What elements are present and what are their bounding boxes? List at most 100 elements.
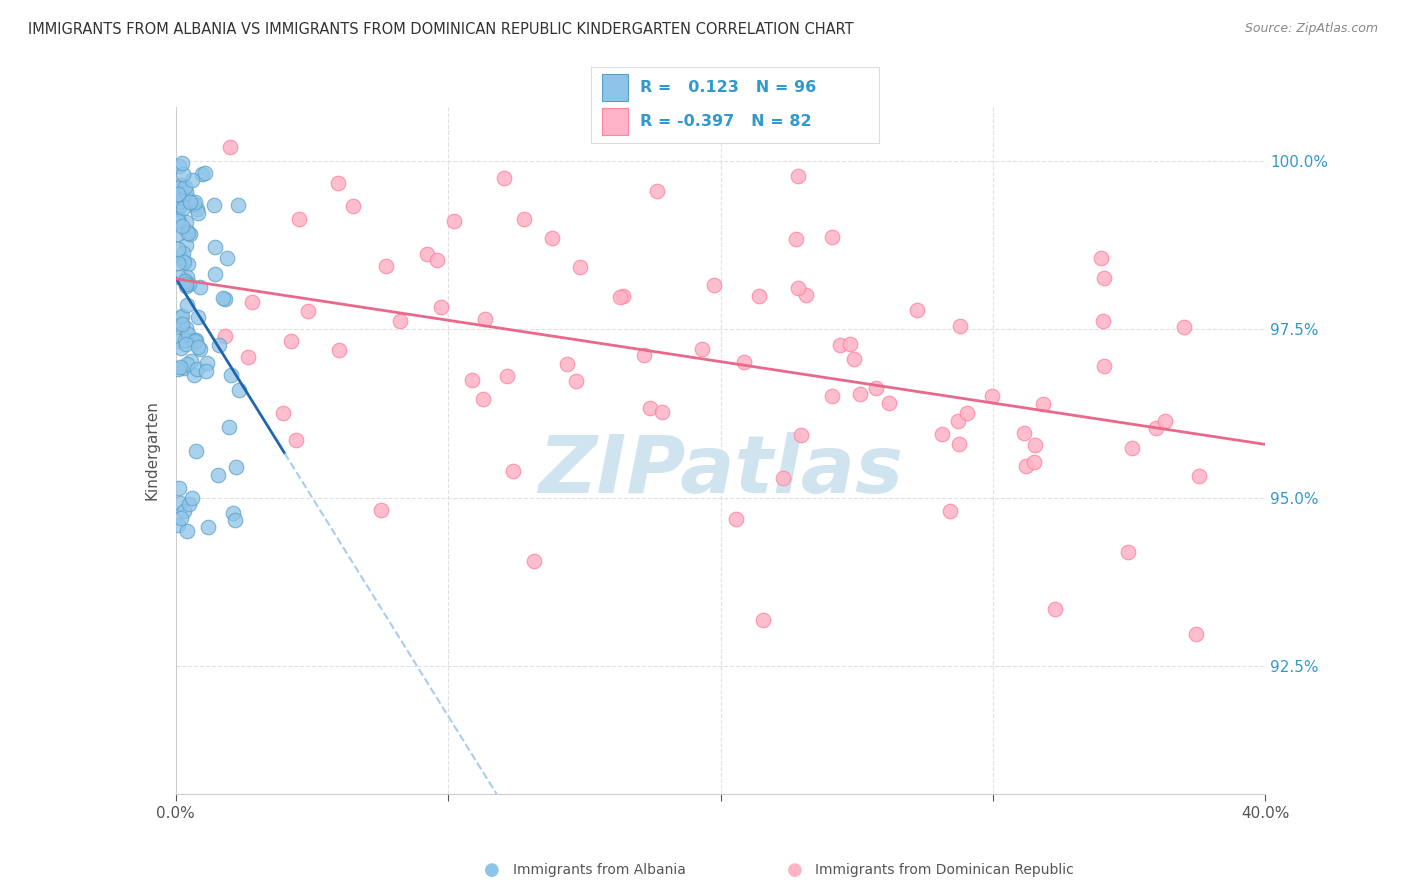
Point <box>170 319 193 334</box>
Point <box>280 334 302 348</box>
Point <box>523 554 546 568</box>
Text: Source: ZipAtlas.com: Source: ZipAtlas.com <box>1244 22 1378 36</box>
Point <box>1090 252 1112 266</box>
Point <box>609 290 631 304</box>
Text: ●: ● <box>786 861 803 879</box>
Point <box>1185 626 1208 640</box>
Point <box>176 238 198 252</box>
Point <box>492 170 515 185</box>
Point <box>1188 469 1211 483</box>
Point <box>1043 602 1066 616</box>
Point <box>167 481 190 495</box>
Point <box>474 311 496 326</box>
Point <box>169 359 191 374</box>
Point <box>443 213 465 227</box>
Point <box>1154 414 1177 428</box>
Point <box>214 293 236 307</box>
Point <box>214 328 236 343</box>
Point <box>183 334 205 348</box>
Point <box>212 292 235 306</box>
Point <box>426 252 449 267</box>
FancyBboxPatch shape <box>602 108 628 136</box>
Point <box>181 333 204 347</box>
Point <box>167 180 190 194</box>
Point <box>183 197 205 211</box>
Point <box>224 513 246 527</box>
Point <box>186 443 208 458</box>
Text: R = -0.397   N = 82: R = -0.397 N = 82 <box>640 114 811 129</box>
Point <box>555 357 578 371</box>
Point <box>169 197 191 211</box>
Point <box>167 517 190 532</box>
Point <box>176 298 198 312</box>
Point <box>186 202 208 217</box>
Point <box>328 176 350 190</box>
Point <box>495 369 517 384</box>
Point <box>905 302 928 317</box>
Point <box>1024 454 1046 468</box>
Point <box>167 227 190 242</box>
Point <box>176 270 198 285</box>
Point <box>194 166 217 180</box>
Point <box>703 278 725 293</box>
Point <box>789 428 811 442</box>
Point <box>173 274 195 288</box>
Y-axis label: Kindergarten: Kindergarten <box>145 401 160 500</box>
Point <box>240 295 263 310</box>
Point <box>173 254 195 268</box>
Point <box>838 336 860 351</box>
Point <box>172 201 194 215</box>
Point <box>638 401 661 416</box>
Point <box>173 504 195 518</box>
Point <box>207 468 229 483</box>
Point <box>1015 459 1038 474</box>
Point <box>328 343 350 357</box>
Point <box>612 289 634 303</box>
Point <box>472 392 495 406</box>
Point <box>190 280 212 294</box>
Point <box>1092 271 1115 285</box>
Point <box>633 348 655 362</box>
Point <box>980 388 1002 402</box>
Point <box>174 278 197 293</box>
Text: Immigrants from Albania: Immigrants from Albania <box>513 863 686 877</box>
Point <box>1024 438 1046 452</box>
Point <box>389 314 412 328</box>
Point <box>215 251 238 265</box>
Point <box>565 374 588 388</box>
Point <box>218 420 240 434</box>
Point <box>1173 319 1195 334</box>
Point <box>218 140 240 154</box>
Point <box>204 197 226 211</box>
Point <box>167 334 190 348</box>
Point <box>167 361 190 376</box>
Point <box>849 387 872 401</box>
Point <box>946 414 969 428</box>
Text: Immigrants from Dominican Republic: Immigrants from Dominican Republic <box>815 863 1074 877</box>
Point <box>174 321 197 335</box>
Point <box>179 195 201 210</box>
Point <box>170 318 193 332</box>
Point <box>184 333 207 347</box>
Point <box>645 184 668 198</box>
Text: ZIPatlas: ZIPatlas <box>538 432 903 510</box>
Point <box>416 247 439 261</box>
Point <box>956 406 979 420</box>
Point <box>167 242 190 256</box>
Point <box>167 159 190 173</box>
Point <box>174 273 197 287</box>
Point <box>186 362 208 376</box>
Point <box>180 354 202 368</box>
Point <box>167 256 190 270</box>
Point <box>195 356 218 370</box>
Point <box>1121 441 1143 455</box>
Point <box>188 342 211 356</box>
Point <box>177 193 200 207</box>
Point <box>177 326 200 341</box>
Point <box>179 227 201 242</box>
Point <box>169 194 191 209</box>
Point <box>187 340 209 354</box>
Point <box>724 512 747 526</box>
Point <box>375 260 398 274</box>
Point <box>690 342 713 356</box>
